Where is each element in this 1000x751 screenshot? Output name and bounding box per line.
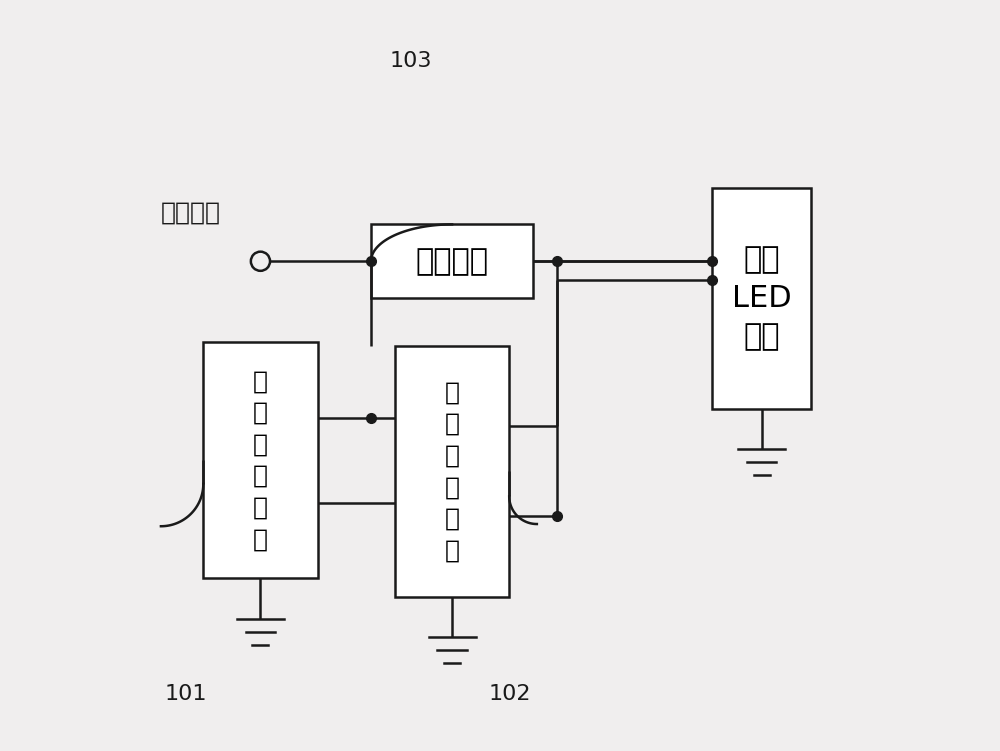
Bar: [203, 342, 318, 578]
Text: 输入电源: 输入电源: [161, 201, 221, 225]
Bar: [395, 346, 509, 596]
Bar: [371, 225, 533, 298]
Text: 103: 103: [389, 51, 432, 71]
Text: 储能模块: 储能模块: [416, 247, 489, 276]
Text: 串联
LED
灯组: 串联 LED 灯组: [732, 246, 791, 351]
Text: 电
压
转
换
模
块: 电 压 转 换 模 块: [253, 369, 268, 551]
Text: 恒
流
驱
动
模
块: 恒 流 驱 动 模 块: [445, 380, 460, 562]
Text: 102: 102: [489, 683, 531, 704]
Circle shape: [251, 252, 270, 271]
Text: 101: 101: [165, 683, 207, 704]
Bar: [712, 188, 811, 409]
